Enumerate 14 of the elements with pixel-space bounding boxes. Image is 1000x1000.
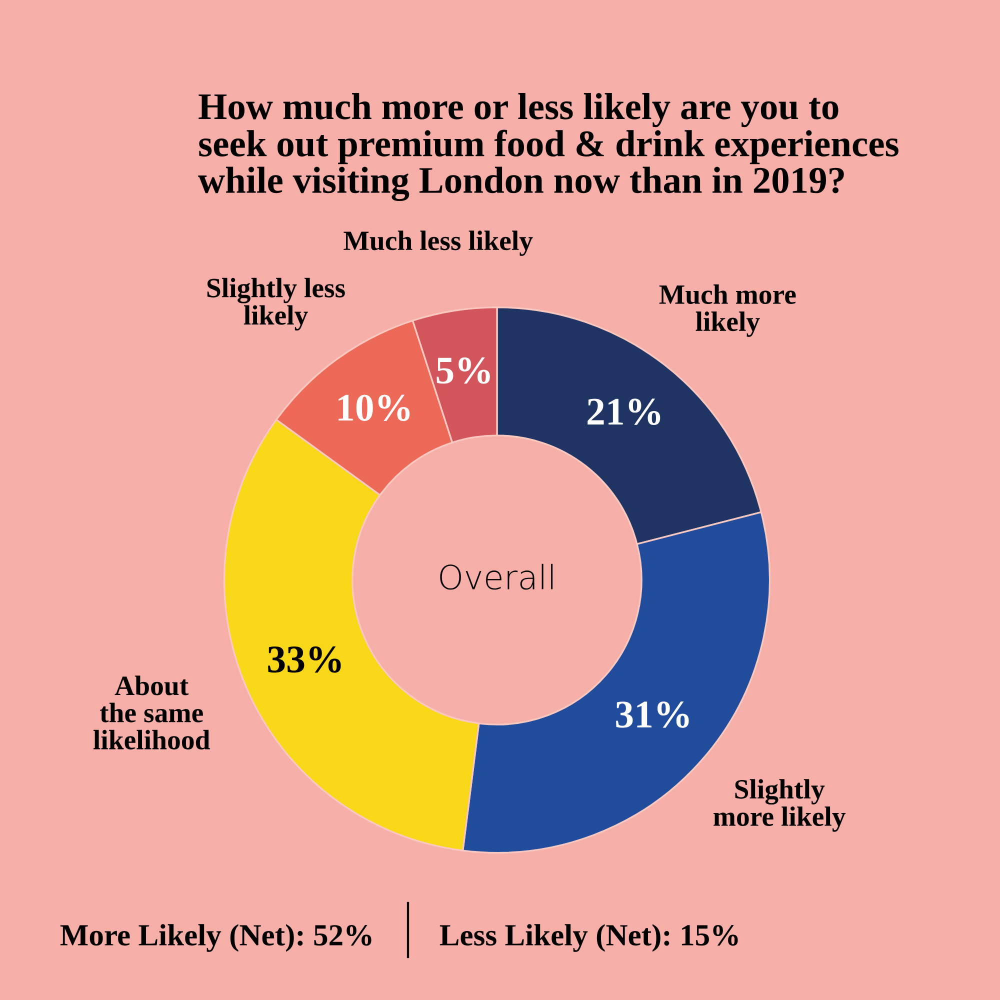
slice-label: Slightly more likely <box>714 779 846 832</box>
slice-label: Much less likely <box>344 230 533 256</box>
data-label: 31% <box>616 701 689 728</box>
data-label: 21% <box>588 398 660 426</box>
slice-label: Much more likely <box>659 284 796 337</box>
text: Overall <box>440 564 553 590</box>
data-label: 33% <box>268 646 341 673</box>
slice-label: Slightly less likely <box>207 278 345 330</box>
chart-title: How much more or less likely are you to seek out premium food & drink experiences while visiting London now than in 2019? <box>198 93 898 202</box>
text: More Likely (Net): 52% <box>60 924 372 952</box>
data-label: 10% <box>338 394 410 422</box>
data-label: 5% <box>436 357 490 384</box>
text: Less Likely (Net): 15% <box>440 924 738 952</box>
slice-label: About the same likelihood <box>93 676 210 750</box>
